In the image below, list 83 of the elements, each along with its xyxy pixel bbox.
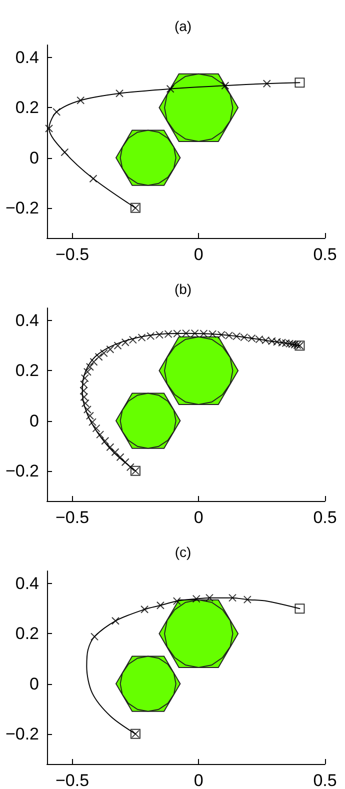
point	[190, 329, 199, 338]
y-tick-label: 0.2	[15, 361, 39, 380]
y-tick-label: 0.2	[15, 98, 39, 118]
y-tick-label: 0.2	[15, 624, 39, 644]
point	[293, 341, 302, 350]
point	[126, 463, 134, 472]
point	[278, 338, 286, 347]
point	[294, 78, 305, 88]
point	[294, 604, 305, 614]
point	[116, 453, 124, 462]
point	[192, 594, 200, 603]
point	[224, 332, 233, 340]
point	[206, 594, 214, 602]
point	[138, 334, 146, 342]
chart-title: (b)	[174, 281, 192, 297]
x-tick-label: 0.5	[313, 245, 337, 264]
point	[60, 148, 69, 156]
y-tick-label: −0.2	[5, 724, 39, 744]
point	[100, 349, 108, 358]
y-tick-label: 0.4	[15, 311, 39, 330]
point	[173, 330, 182, 338]
point	[240, 333, 248, 342]
y-tick-label: −0.2	[5, 198, 39, 218]
x-tick-label: 0	[194, 771, 204, 789]
point	[217, 330, 226, 339]
point	[76, 96, 85, 104]
point	[228, 594, 236, 602]
point	[290, 340, 299, 349]
point	[92, 424, 100, 432]
point	[106, 443, 114, 452]
point	[288, 340, 296, 348]
point	[121, 458, 130, 466]
point	[282, 339, 290, 348]
point	[128, 336, 137, 344]
point	[86, 362, 94, 371]
point	[106, 345, 114, 354]
point	[248, 334, 256, 342]
point	[262, 336, 270, 344]
x-tick-label: 0.5	[313, 771, 337, 789]
point	[101, 436, 110, 445]
point	[232, 332, 241, 340]
point	[262, 80, 271, 88]
x-tick-label: −0.5	[55, 245, 90, 264]
y-tick-label: 0.4	[15, 574, 39, 594]
point	[155, 330, 164, 339]
point	[182, 329, 190, 338]
x-tick-label: −0.5	[55, 508, 90, 527]
x-tick-label: 0.5	[313, 508, 337, 527]
point	[96, 430, 104, 439]
point	[255, 335, 264, 344]
point	[140, 605, 149, 614]
point	[146, 332, 155, 340]
point	[166, 84, 174, 93]
x-tick-label: 0	[194, 245, 204, 264]
point	[268, 337, 276, 346]
point	[94, 352, 103, 361]
y-tick-label: 0.4	[15, 48, 39, 68]
point	[172, 597, 181, 606]
point	[272, 338, 281, 346]
point	[111, 448, 120, 456]
y-tick-label: −0.2	[5, 461, 39, 480]
x-tick-label: −0.5	[55, 771, 90, 789]
y-tick-label: 0	[30, 411, 39, 430]
chart-title: (c)	[174, 544, 192, 560]
point	[164, 330, 172, 338]
point	[45, 124, 54, 132]
point	[111, 616, 120, 625]
point	[90, 632, 99, 641]
point	[90, 358, 98, 366]
point	[116, 89, 124, 98]
point	[221, 82, 230, 90]
point	[243, 596, 252, 604]
chart-title: (a)	[174, 18, 192, 34]
point	[156, 601, 164, 610]
y-tick-label: 0	[30, 674, 39, 694]
point	[89, 174, 98, 183]
point	[208, 330, 217, 338]
y-tick-label: 0	[30, 148, 39, 168]
point	[286, 340, 294, 348]
x-tick-label: 0	[194, 508, 204, 527]
point	[114, 342, 122, 350]
point	[121, 338, 130, 346]
point	[200, 330, 208, 338]
